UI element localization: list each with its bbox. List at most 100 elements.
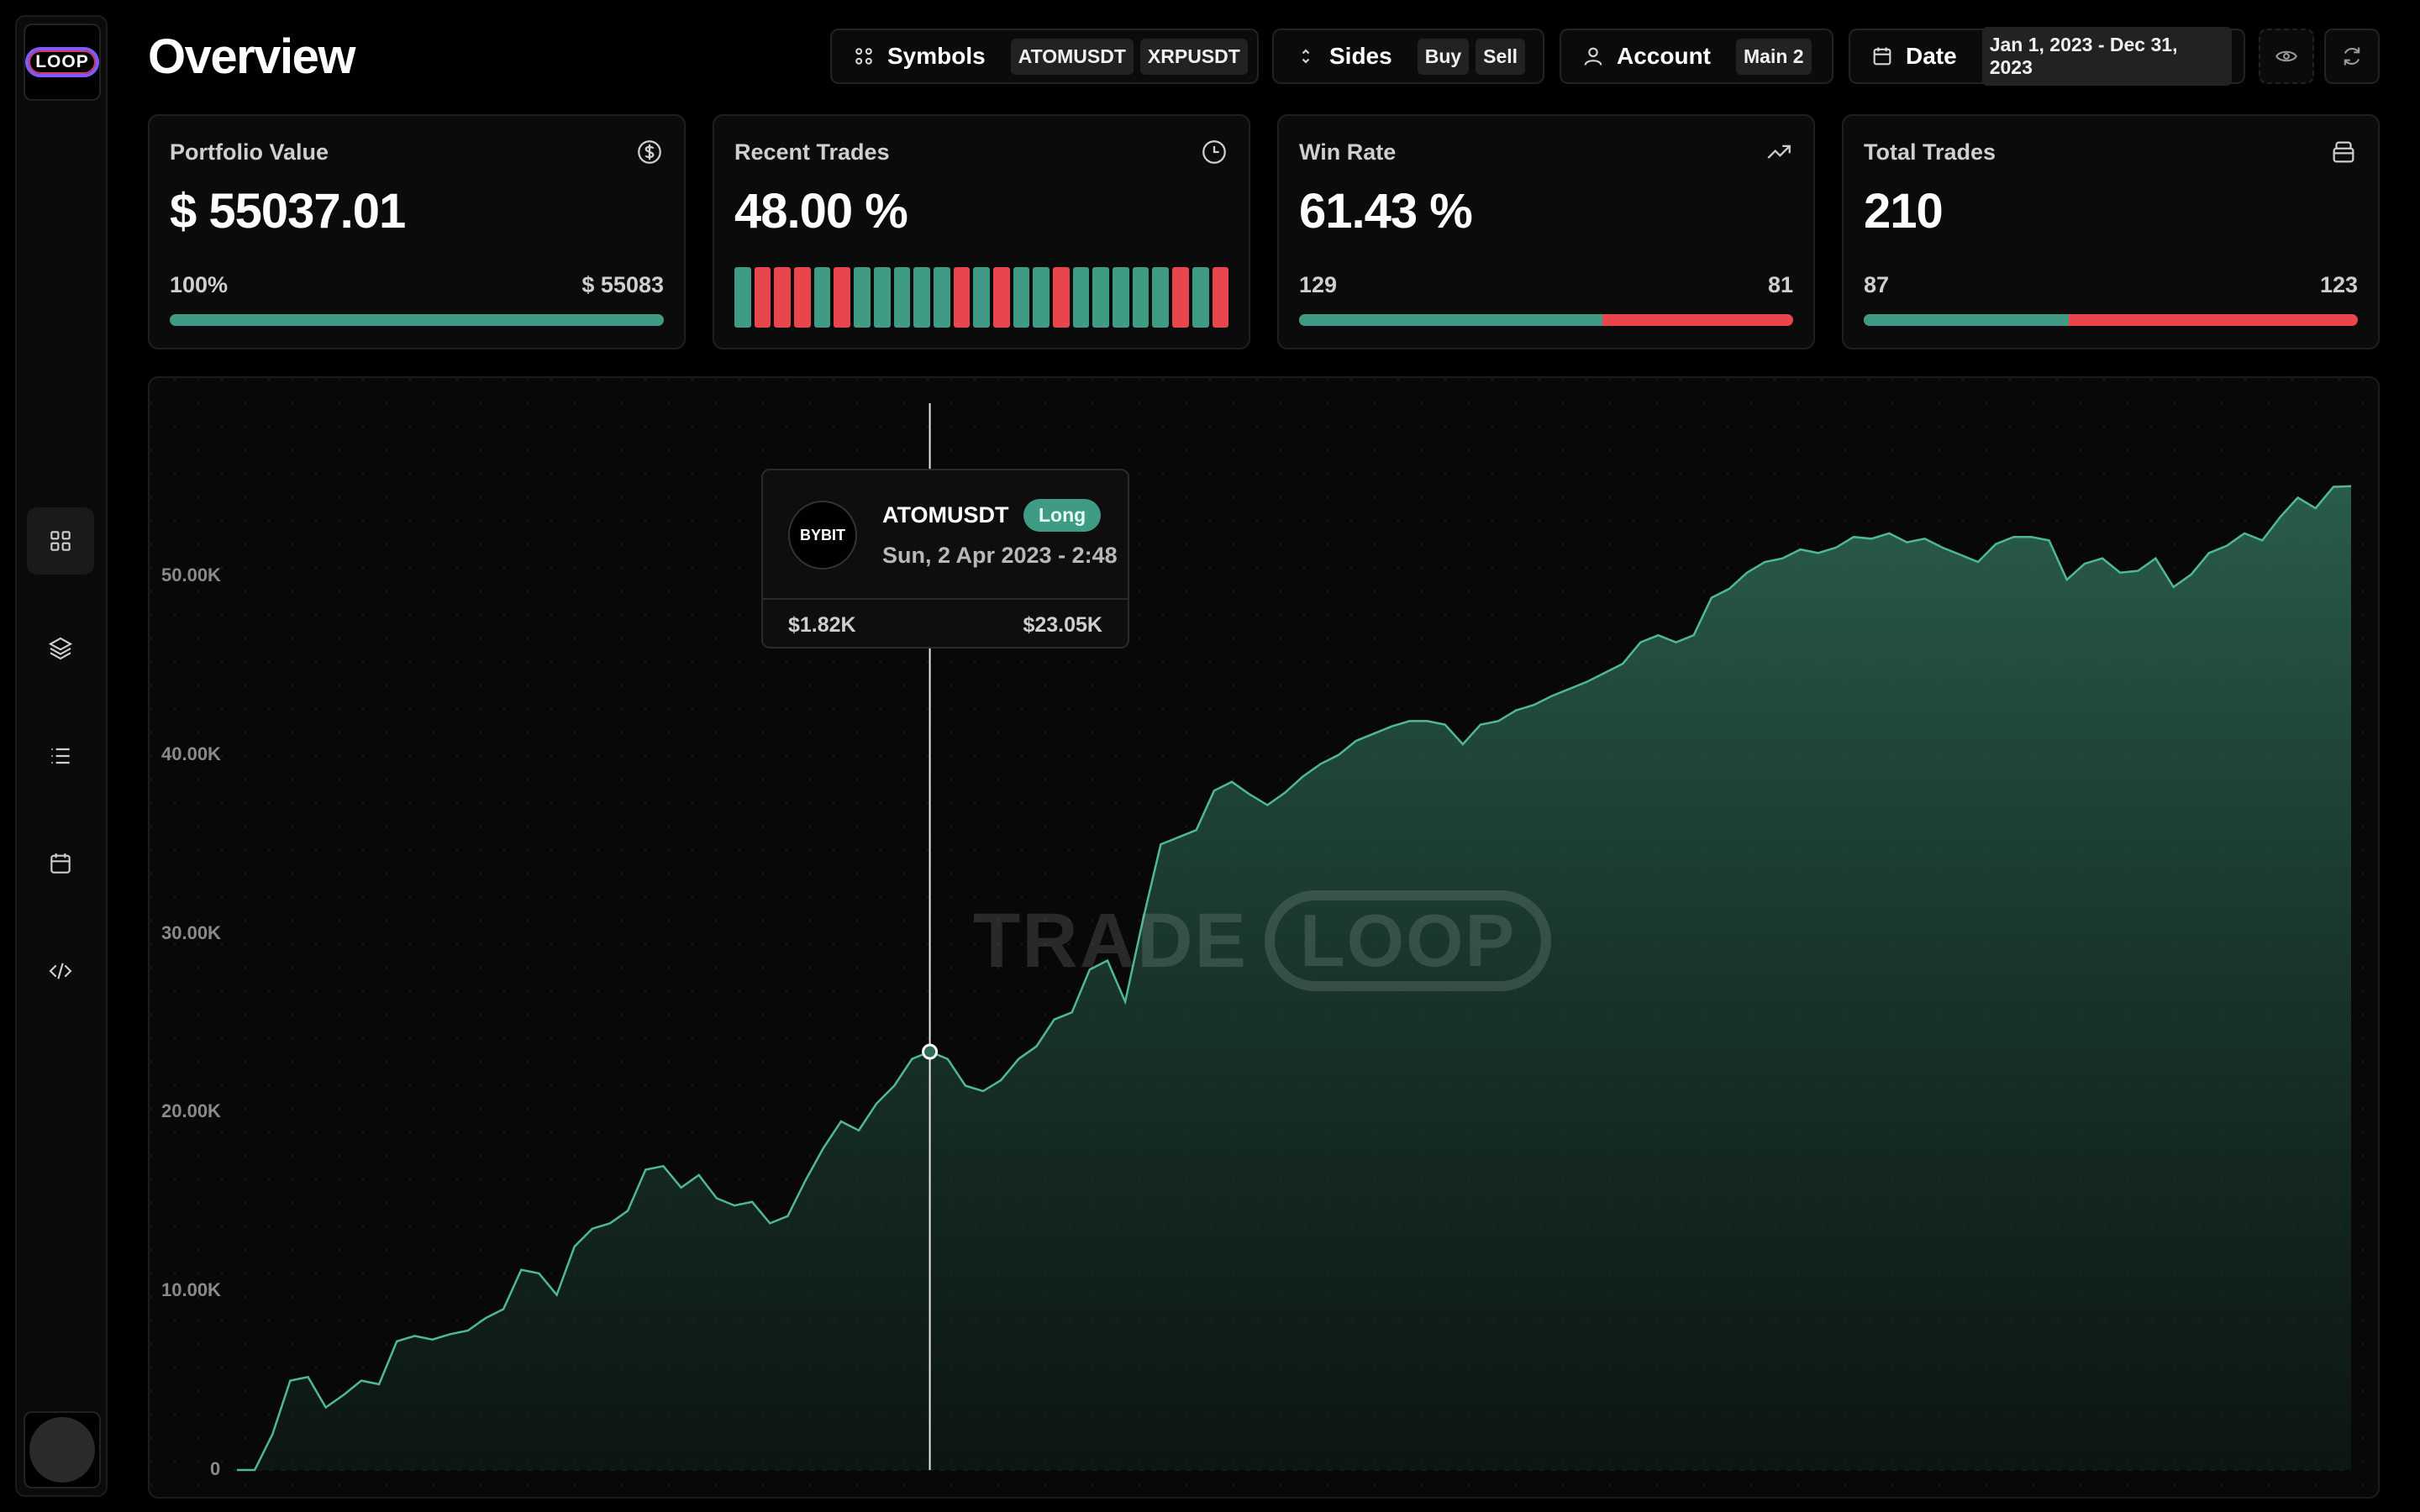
trade-loss-bar	[992, 267, 1010, 328]
account-filter-label: Account	[1617, 43, 1711, 69]
account-chip[interactable]: Main 2	[1736, 38, 1812, 75]
trade-win-bar	[913, 267, 930, 328]
trade-loss-bar	[774, 267, 792, 328]
losses-count: 81	[1767, 272, 1793, 297]
trade-win-bar	[1113, 267, 1129, 328]
toggle-visibility-button[interactable]	[2259, 29, 2314, 84]
y-tick-label: 30.00K	[161, 921, 221, 943]
side-chip-buy[interactable]: Buy	[1417, 38, 1470, 75]
y-tick-label: 0	[210, 1458, 221, 1479]
long-trades-count: 87	[1864, 272, 1890, 297]
symbols-filter-label: Symbols	[887, 43, 986, 69]
trade-loss-bar	[953, 267, 971, 328]
exchange-logo: BYBIT	[788, 501, 857, 570]
trade-win-bar	[1013, 267, 1030, 328]
trade-win-bar	[854, 267, 871, 328]
date-range-chip[interactable]: Jan 1, 2023 - Dec 31, 2023	[1981, 27, 2232, 86]
portfolio-progress-bar	[170, 314, 664, 326]
trade-loss-bar	[1172, 267, 1189, 328]
trade-win-bar	[1033, 267, 1050, 328]
symbol-chip[interactable]: XRPUSDT	[1139, 38, 1248, 75]
grid-icon	[50, 531, 71, 551]
recent-trades-card: Recent Trades 48.00 %	[713, 114, 1250, 349]
trade-win-bar	[1192, 267, 1209, 328]
symbols-filter[interactable]: Symbols ATOMUSDT XRPUSDT	[830, 29, 1259, 84]
refresh-button[interactable]	[2324, 29, 2380, 84]
trade-loss-bar	[1053, 267, 1070, 328]
sidebar-item-layers[interactable]	[27, 615, 94, 682]
total-trades-value: 210	[1864, 184, 1944, 239]
sidebar-item-list[interactable]	[27, 722, 94, 790]
trade-win-bar	[1152, 267, 1170, 328]
chevron-updown-icon	[1294, 45, 1318, 68]
card-title: Recent Trades	[734, 139, 890, 165]
logo-text: LOOP	[25, 47, 99, 77]
short-trades-count: 123	[2319, 272, 2358, 297]
clock-icon	[1202, 140, 1226, 164]
wins-count: 129	[1299, 272, 1338, 297]
wallet-icon	[2333, 141, 2354, 163]
y-tick-label: 20.00K	[161, 1100, 221, 1122]
sides-filter[interactable]: Sides Buy Sell	[1272, 29, 1544, 84]
sidebar: LOOP	[15, 15, 108, 1497]
refresh-icon	[2344, 47, 2360, 66]
card-title: Portfolio Value	[170, 139, 329, 165]
portfolio-total: $ 55083	[581, 272, 664, 297]
grid-icon	[852, 45, 876, 68]
chart-tooltip: BYBIT ATOMUSDT Long Sun, 2 Apr 2023 - 2:…	[761, 469, 1129, 648]
side-chip-sell[interactable]: Sell	[1476, 38, 1526, 75]
trade-loss-bar	[1212, 267, 1229, 328]
app-logo[interactable]: LOOP	[24, 24, 101, 101]
recent-trades-strip	[734, 267, 1229, 328]
symbol-chip[interactable]: ATOMUSDT	[1010, 38, 1134, 75]
trade-win-bar	[1092, 267, 1110, 328]
watermark-text: TRADE	[973, 897, 1248, 984]
win-rate-value: 61.43 %	[1299, 184, 1473, 239]
chart-canvas[interactable]	[150, 378, 2380, 1499]
calendar-icon	[50, 853, 71, 874]
tooltip-balance: $23.05K	[1023, 613, 1102, 637]
tooltip-divider	[763, 598, 1128, 600]
trade-win-bar	[933, 267, 950, 328]
user-avatar-button[interactable]	[24, 1411, 101, 1488]
card-title: Win Rate	[1299, 139, 1397, 165]
list-icon	[51, 748, 70, 764]
series-line	[237, 485, 2352, 1472]
win-rate-bar	[1299, 314, 1793, 326]
calendar-icon	[1870, 45, 1894, 68]
progress-fill	[1299, 314, 1603, 326]
card-title: Total Trades	[1864, 139, 1996, 165]
trend-up-icon	[1767, 144, 1791, 159]
account-filter[interactable]: Account Main 2	[1560, 29, 1833, 84]
sides-filter-label: Sides	[1329, 43, 1392, 69]
trade-win-bar	[1072, 267, 1090, 328]
portfolio-chart[interactable]: 0 10.00K 20.00K 30.00K 40.00K 50.00K TRADE LO…	[148, 376, 2380, 1499]
crosshair-point	[922, 1043, 939, 1060]
portfolio-value: $ 55037.01	[170, 184, 406, 239]
trade-win-bar	[813, 267, 831, 328]
trade-loss-bar	[834, 267, 851, 328]
trade-win-bar	[893, 267, 911, 328]
trade-loss-bar	[754, 267, 771, 328]
trade-win-bar	[1132, 267, 1150, 328]
sidebar-item-calendar[interactable]	[27, 830, 94, 897]
layers-icon	[48, 637, 73, 660]
portfolio-value-card: Portfolio Value $ 55037.01 100% $ 55083	[148, 114, 686, 349]
trade-win-bar	[973, 267, 990, 328]
sidebar-item-code[interactable]	[27, 937, 94, 1005]
sidebar-item-overview[interactable]	[27, 507, 94, 575]
watermark: TRADE LOOP	[973, 890, 1552, 991]
user-icon	[1581, 45, 1605, 68]
page-title: Overview	[148, 29, 355, 84]
avatar	[29, 1417, 95, 1483]
trade-loss-bar	[794, 267, 811, 328]
total-trades-bar	[1864, 314, 2358, 326]
date-filter[interactable]: Date Jan 1, 2023 - Dec 31, 2023	[1849, 27, 2245, 86]
total-trades-card: Total Trades 210 87 123	[1842, 114, 2380, 349]
progress-fill	[1864, 314, 2069, 326]
win-rate-card: Win Rate 61.43 % 129 81	[1277, 114, 1815, 349]
eye-icon	[2275, 50, 2297, 62]
y-tick-label: 40.00K	[161, 743, 221, 764]
tooltip-date: Sun, 2 Apr 2023 - 2:48	[882, 543, 1118, 568]
watermark-pill: LOOP	[1264, 890, 1552, 991]
